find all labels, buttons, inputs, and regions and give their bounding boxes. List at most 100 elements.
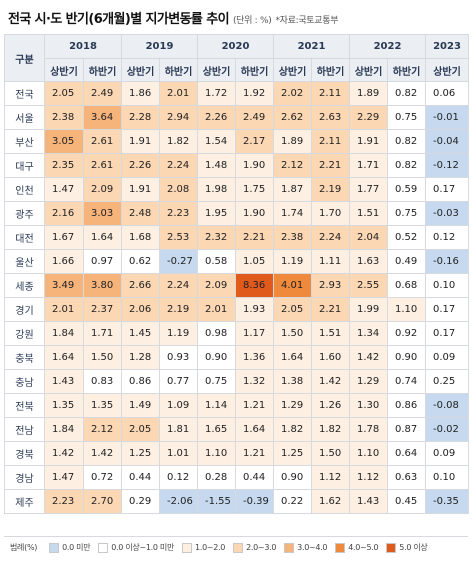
value-cell: 0.98 — [197, 321, 236, 346]
value-cell: 0.90 — [197, 345, 236, 370]
legend-item: 3.0~4.0 — [284, 542, 328, 553]
value-cell: -0.16 — [425, 249, 469, 274]
value-cell: 1.63 — [349, 249, 388, 274]
value-cell: 1.99 — [349, 297, 388, 322]
value-cell: 1.42 — [311, 369, 350, 394]
value-cell: 1.64 — [235, 417, 274, 442]
value-cell: 2.49 — [235, 105, 274, 130]
value-cell: 1.64 — [83, 225, 122, 250]
value-cell: 1.38 — [273, 369, 312, 394]
value-cell: 0.12 — [159, 465, 198, 490]
value-cell: 1.62 — [311, 489, 350, 514]
table-row: 전국 2.05 2.49 1.86 2.01 1.72 1.92 2.02 2.11 1.89 0.… — [4, 81, 469, 106]
value-cell: 2.55 — [349, 273, 388, 298]
value-cell: 1.17 — [235, 321, 274, 346]
value-cell: 1.98 — [197, 177, 236, 202]
half-header: 하반기 — [311, 58, 350, 82]
value-cell: 1.54 — [197, 129, 236, 154]
land-price-table: 구분 2018 2019 2020 2021 2022 2023 상반기 하반기… — [4, 34, 469, 514]
value-cell: 2.19 — [311, 177, 350, 202]
value-cell: 1.50 — [273, 321, 312, 346]
value-cell: 1.64 — [44, 345, 84, 370]
value-cell: 1.93 — [235, 297, 274, 322]
value-cell: 1.92 — [235, 81, 274, 106]
value-cell: 1.10 — [387, 297, 426, 322]
value-cell: 2.01 — [159, 81, 198, 106]
value-cell: 2.49 — [83, 81, 122, 106]
value-cell: 2.05 — [121, 417, 160, 442]
value-cell: 1.82 — [311, 417, 350, 442]
value-cell: 0.77 — [159, 369, 198, 394]
table-row: 경북 1.42 1.42 1.25 1.01 1.10 1.21 1.25 1.50 1.10 0.… — [4, 441, 469, 466]
value-cell: 0.62 — [121, 249, 160, 274]
value-cell: -0.27 — [159, 249, 198, 274]
legend-swatch — [386, 542, 397, 553]
value-cell: 2.05 — [273, 297, 312, 322]
half-header: 상반기 — [44, 58, 84, 82]
legend-swatch — [284, 542, 295, 553]
half-header: 상반기 — [273, 58, 312, 82]
value-cell: -2.06 — [159, 489, 198, 514]
value-cell: 1.12 — [349, 465, 388, 490]
value-cell: 1.84 — [44, 417, 84, 442]
value-cell: 2.63 — [311, 105, 350, 130]
value-cell: 1.74 — [273, 201, 312, 226]
value-cell: -0.08 — [425, 393, 469, 418]
value-cell: 1.64 — [273, 345, 312, 370]
value-cell: 1.82 — [273, 417, 312, 442]
legend-item: 5.0 이상 — [386, 542, 428, 553]
value-cell: 0.17 — [425, 177, 469, 202]
year-header: 2019 — [121, 34, 198, 59]
value-cell: -0.01 — [425, 105, 469, 130]
value-cell: 2.02 — [273, 81, 312, 106]
value-cell: 1.10 — [197, 441, 236, 466]
value-cell: 1.77 — [349, 177, 388, 202]
legend-swatch — [49, 542, 60, 553]
value-cell: 2.28 — [121, 105, 160, 130]
half-header: 하반기 — [159, 58, 198, 82]
value-cell: 2.05 — [44, 81, 84, 106]
value-cell: 0.29 — [121, 489, 160, 514]
value-cell: 1.01 — [159, 441, 198, 466]
table-row: 인천 1.47 2.09 1.91 2.08 1.98 1.75 1.87 2.19 1.77 0.… — [4, 177, 469, 202]
table-row: 서울 2.38 3.64 2.28 2.94 2.26 2.49 2.62 2.63 2.29 0.… — [4, 105, 469, 130]
value-cell: 1.82 — [159, 129, 198, 154]
value-cell: 1.12 — [311, 465, 350, 490]
value-cell: 0.28 — [197, 465, 236, 490]
region-cell: 제주 — [4, 489, 45, 514]
value-cell: 1.84 — [44, 321, 84, 346]
table-row: 대전 1.67 1.64 1.68 2.53 2.32 2.21 2.38 2.24 2.04 0.… — [4, 225, 469, 250]
value-cell: 0.09 — [425, 345, 469, 370]
value-cell: 2.26 — [197, 105, 236, 130]
year-header: 2023 — [425, 34, 469, 59]
legend-label: 5.0 이상 — [399, 543, 428, 552]
value-cell: 1.50 — [83, 345, 122, 370]
legend-label: 0.0 이상~1.0 미만 — [111, 543, 175, 552]
value-cell: 1.87 — [273, 177, 312, 202]
value-cell: 2.24 — [311, 225, 350, 250]
legend-label: 2.0~3.0 — [246, 543, 277, 552]
value-cell: 1.51 — [311, 321, 350, 346]
value-cell: 1.65 — [197, 417, 236, 442]
region-cell: 광주 — [4, 201, 45, 226]
value-cell: 3.80 — [83, 273, 122, 298]
value-cell: 0.49 — [387, 249, 426, 274]
region-cell: 대전 — [4, 225, 45, 250]
value-cell: 2.23 — [159, 201, 198, 226]
year-header: 2020 — [197, 34, 274, 59]
table-row: 부산 3.05 2.61 1.91 1.82 1.54 2.17 1.89 2.11 1.91 0.… — [4, 129, 469, 154]
value-cell: -0.02 — [425, 417, 469, 442]
value-cell: 2.35 — [44, 153, 84, 178]
value-cell: 1.47 — [44, 177, 84, 202]
region-cell: 인천 — [4, 177, 45, 202]
value-cell: 0.87 — [387, 417, 426, 442]
table-row: 충북 1.64 1.50 1.28 0.93 0.90 1.36 1.64 1.60 1.42 0.… — [4, 345, 469, 370]
region-cell: 서울 — [4, 105, 45, 130]
legend-label: 3.0~4.0 — [297, 543, 328, 552]
value-cell: 1.71 — [349, 153, 388, 178]
value-cell: 2.70 — [83, 489, 122, 514]
region-cell: 충남 — [4, 369, 45, 394]
value-cell: 1.14 — [197, 393, 236, 418]
value-cell: 1.68 — [121, 225, 160, 250]
value-cell: 0.75 — [387, 105, 426, 130]
